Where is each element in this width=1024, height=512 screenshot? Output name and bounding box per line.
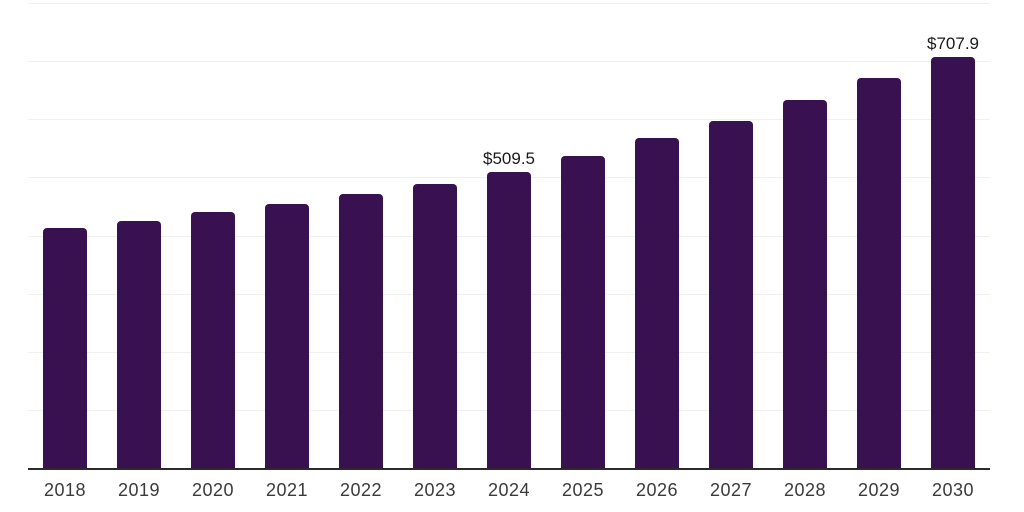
gridline-600 xyxy=(28,119,990,121)
value-label-2024: $509.5 xyxy=(483,148,535,168)
x-tick-2029: 2029 xyxy=(857,480,901,500)
x-tick-2025: 2025 xyxy=(561,480,605,500)
x-tick-2030: 2030 xyxy=(931,480,975,500)
bar-2029 xyxy=(857,78,901,468)
bar-2025 xyxy=(561,156,605,468)
x-tick-2028: 2028 xyxy=(783,480,827,500)
x-tick-2022: 2022 xyxy=(339,480,383,500)
bar-2018 xyxy=(43,228,87,468)
bar-2019 xyxy=(117,220,161,468)
gridline-700 xyxy=(28,61,990,63)
bar-2026 xyxy=(635,138,679,468)
plot-area: $509.5 $707.9 xyxy=(28,3,990,470)
bar-2022 xyxy=(339,194,383,468)
x-tick-2023: 2023 xyxy=(413,480,457,500)
gridline-800 xyxy=(28,3,990,4)
x-tick-2026: 2026 xyxy=(635,480,679,500)
x-tick-2018: 2018 xyxy=(43,480,87,500)
x-tick-2021: 2021 xyxy=(265,480,309,500)
bar-2020 xyxy=(191,212,235,468)
bar-2027 xyxy=(709,120,753,468)
x-axis-labels: 2018 2019 2020 2021 2022 2023 2024 2025 2026 2027… xyxy=(28,480,990,502)
bar-2028 xyxy=(783,99,827,468)
value-label-2030: $707.9 xyxy=(927,33,979,53)
bar-2023 xyxy=(413,183,457,468)
x-tick-2027: 2027 xyxy=(709,480,753,500)
x-tick-2024: 2024 xyxy=(487,480,531,500)
x-tick-2020: 2020 xyxy=(191,480,235,500)
x-tick-2019: 2019 xyxy=(117,480,161,500)
bar-2021 xyxy=(265,204,309,468)
bar-2030 xyxy=(931,56,975,468)
x-axis-line xyxy=(28,468,990,470)
bar-2024 xyxy=(487,171,531,468)
